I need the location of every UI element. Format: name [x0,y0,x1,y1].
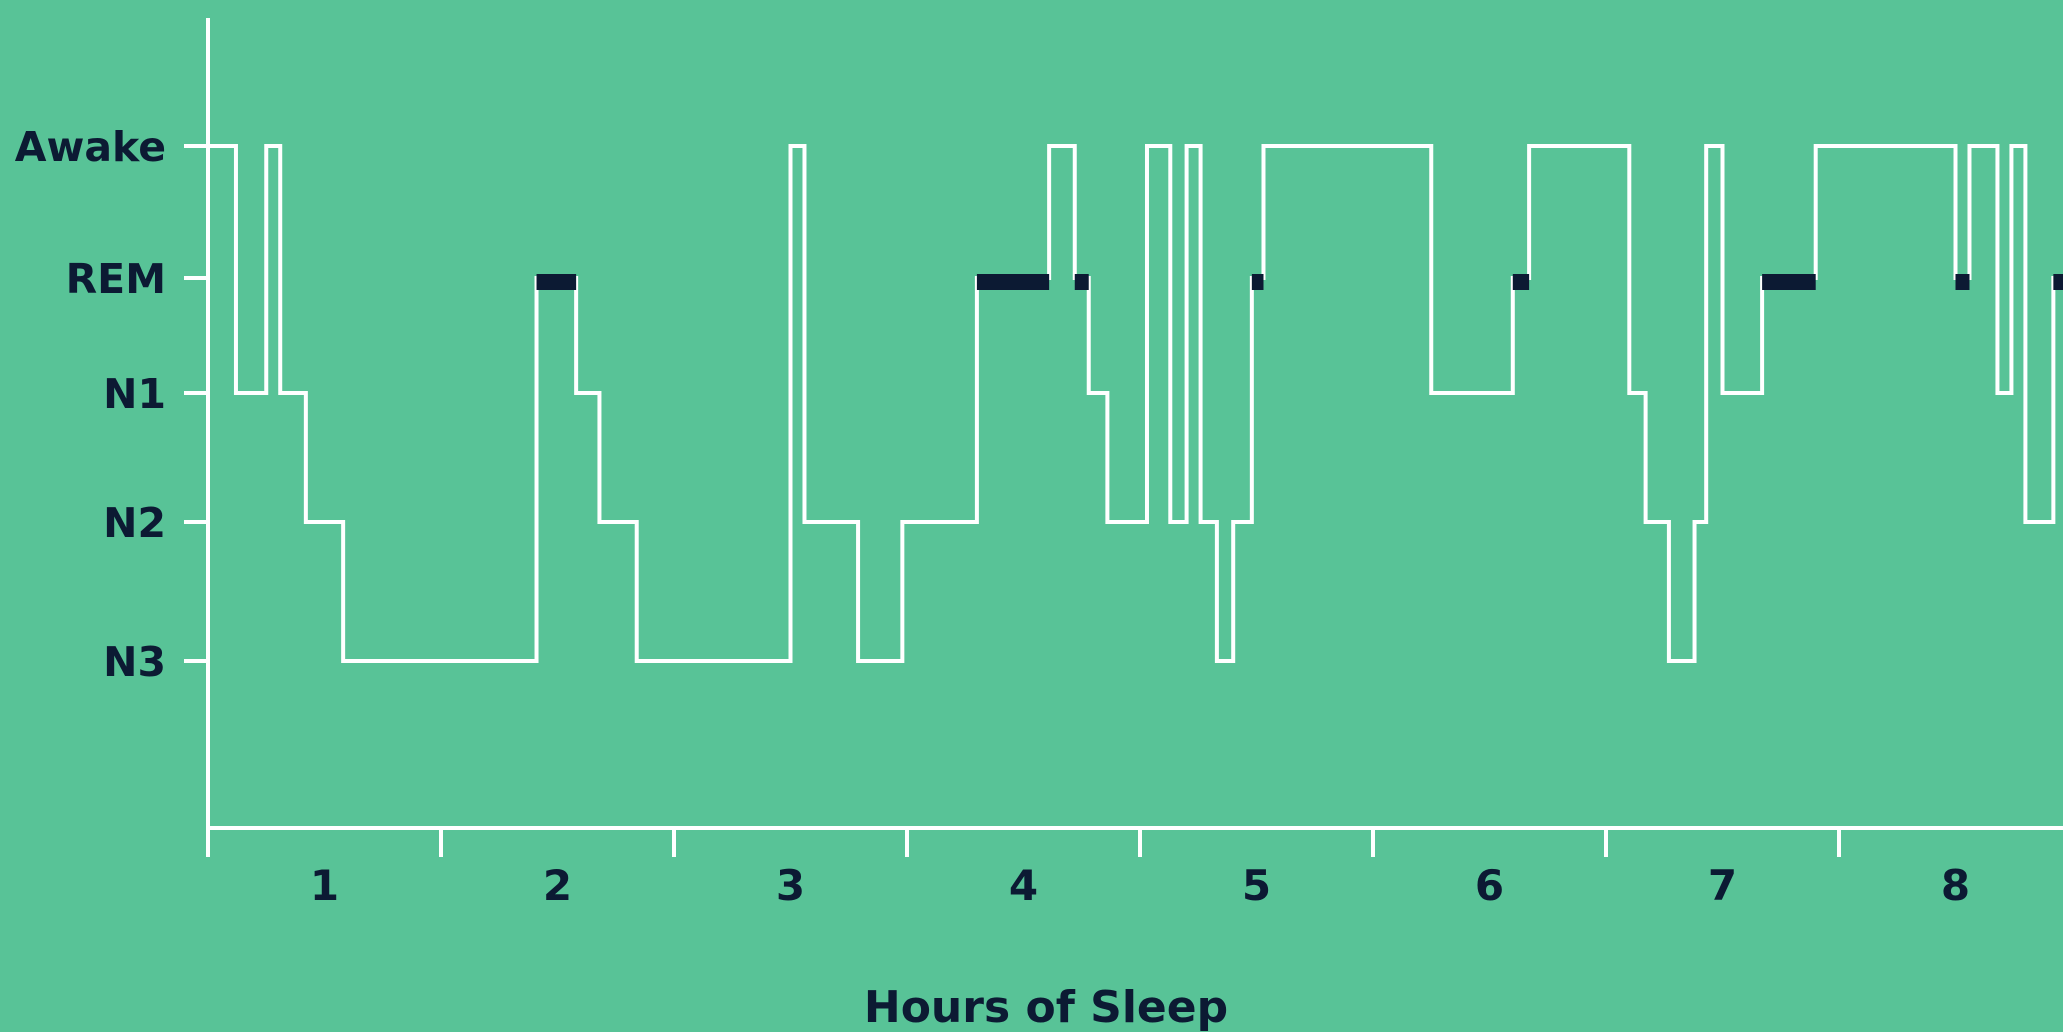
y-tick-label: Awake [15,123,166,171]
stage-series [186,144,2063,663]
x-axis-title: Hours of Sleep [864,982,1228,1032]
x-tick-label: 3 [776,861,805,910]
y-axis: Awake REM N1 N2 N3 [15,18,210,830]
x-tick-label: 8 [1941,861,1970,910]
y-tick-label: N2 [103,499,166,547]
y-tick-label: N3 [103,638,166,686]
y-tick-label: N1 [103,370,166,418]
x-tick-label: 7 [1708,861,1737,910]
x-tick-label: 6 [1475,861,1504,910]
x-tick-label: 4 [1009,861,1038,910]
x-tick-label: 1 [310,861,339,910]
stage-step-line [186,144,2063,663]
x-tick-label: 5 [1242,861,1271,910]
y-tick-label: REM [66,255,166,303]
x-tick-label: 2 [543,861,572,910]
x-axis: 1 2 3 4 5 6 7 8 [206,826,2063,910]
